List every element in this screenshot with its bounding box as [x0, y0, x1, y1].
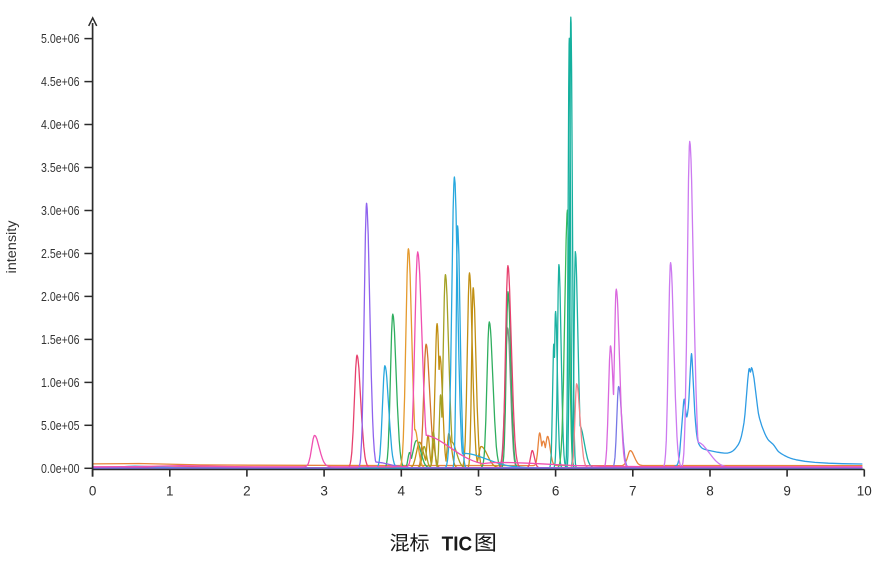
svg-text:5.0e+06: 5.0e+06 [41, 31, 80, 46]
svg-text:1.5e+06: 1.5e+06 [41, 332, 80, 347]
svg-text:4.0e+06: 4.0e+06 [41, 117, 80, 132]
svg-text:8: 8 [706, 484, 714, 499]
svg-text:0.0e+00: 0.0e+00 [41, 461, 80, 476]
svg-text:1: 1 [166, 484, 174, 499]
svg-text:0: 0 [89, 484, 97, 499]
svg-text:10: 10 [857, 484, 872, 499]
svg-text:intensity: intensity [4, 220, 19, 273]
svg-text:9: 9 [783, 484, 791, 499]
svg-text:3.5e+06: 3.5e+06 [41, 160, 80, 175]
svg-text:4.5e+06: 4.5e+06 [41, 74, 80, 89]
svg-text:4: 4 [398, 484, 406, 499]
svg-text:5.0e+05: 5.0e+05 [41, 418, 80, 433]
svg-text:1.0e+06: 1.0e+06 [41, 375, 80, 390]
svg-text:2: 2 [243, 484, 251, 499]
svg-text:TIC: TIC [442, 533, 473, 556]
svg-text:2.5e+06: 2.5e+06 [41, 246, 80, 261]
svg-text:7: 7 [629, 484, 637, 499]
svg-text:3.0e+06: 3.0e+06 [41, 203, 80, 218]
svg-text:3: 3 [320, 484, 328, 499]
svg-text:6: 6 [552, 484, 560, 499]
svg-text:5: 5 [475, 484, 483, 499]
svg-text:2.0e+06: 2.0e+06 [41, 289, 80, 304]
